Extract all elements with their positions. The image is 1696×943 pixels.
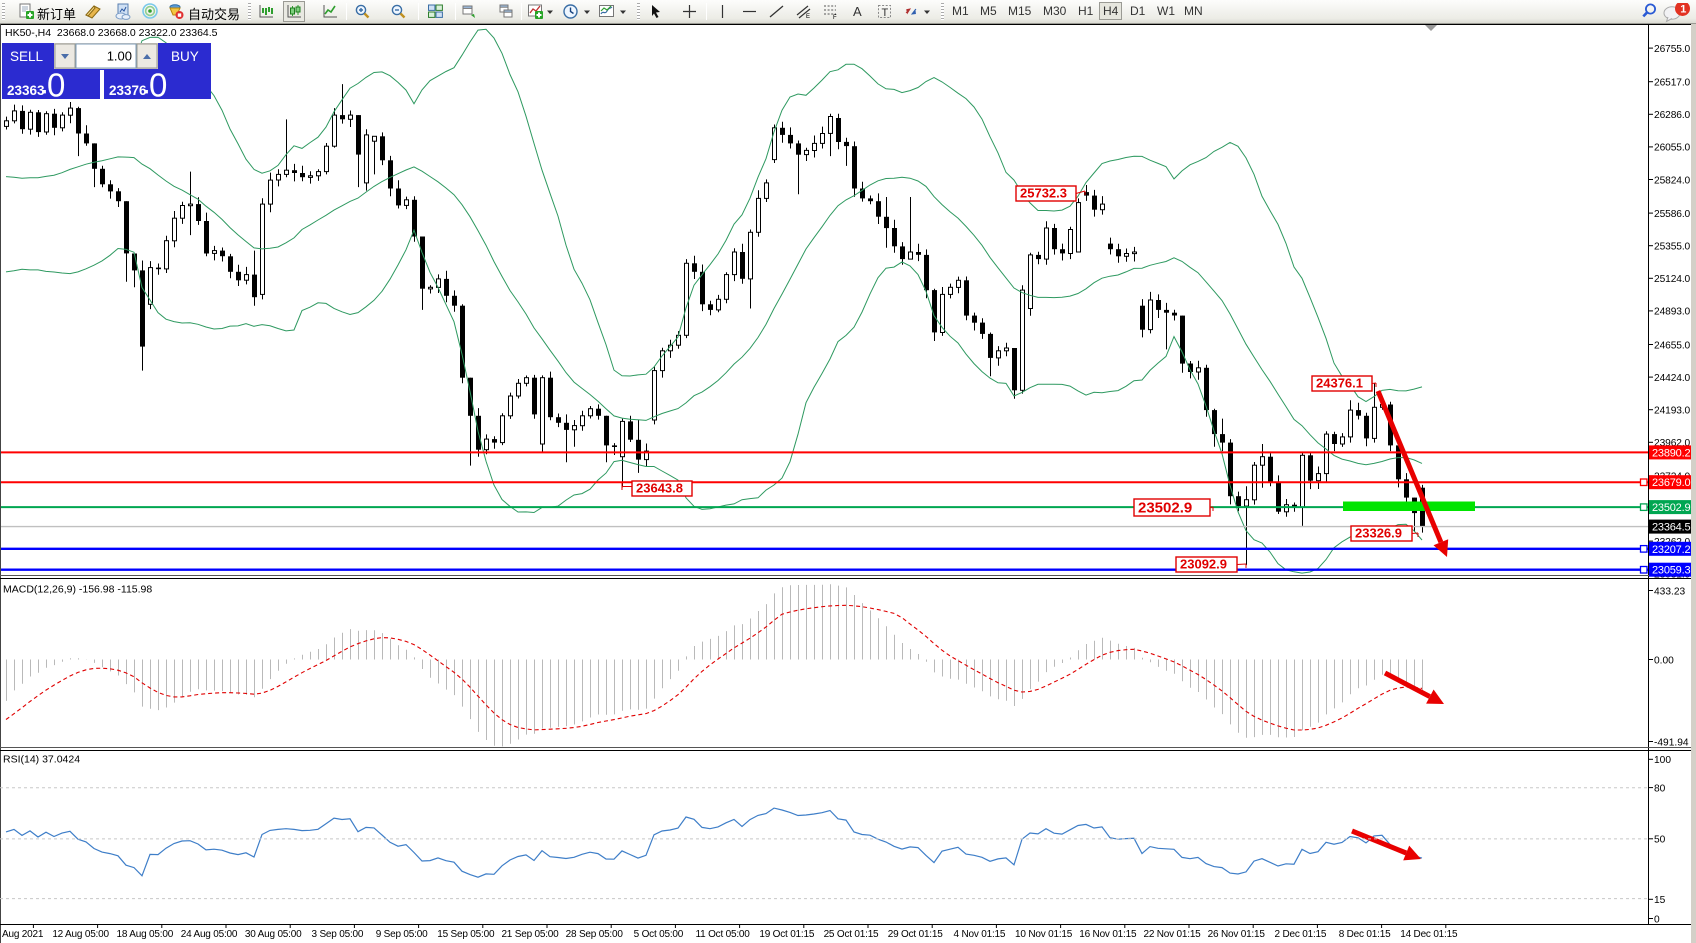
svg-text:E: E [806,14,810,20]
svg-text:0: 0 [1654,914,1660,925]
svg-text:26755.0: 26755.0 [1654,44,1691,55]
svg-text:433.23: 433.23 [1654,586,1685,597]
svg-text:10 Nov 01:15: 10 Nov 01:15 [1015,929,1073,940]
svg-text:14 Dec 01:15: 14 Dec 01:15 [1400,929,1458,940]
svg-text:100: 100 [1654,755,1671,766]
svg-text:24 Aug 05:00: 24 Aug 05:00 [181,929,238,940]
svg-text:25824.0: 25824.0 [1654,175,1691,186]
svg-text:23092.9: 23092.9 [1180,557,1227,572]
svg-text:A: A [853,4,862,19]
svg-text:50: 50 [1654,835,1666,846]
svg-text:23643.8: 23643.8 [636,481,683,496]
svg-text:24376.1: 24376.1 [1316,376,1363,391]
svg-text:25124.0: 25124.0 [1654,274,1691,285]
svg-text:24655.0: 24655.0 [1654,340,1691,351]
svg-text:23207.2: 23207.2 [1652,544,1690,556]
svg-text:25586.0: 25586.0 [1654,209,1691,220]
svg-text:18 Aug 05:00: 18 Aug 05:00 [117,929,174,940]
svg-text:0: 0 [149,67,167,104]
svg-text:5 Oct 05:00: 5 Oct 05:00 [634,929,684,940]
svg-text:28 Sep 05:00: 28 Sep 05:00 [566,929,624,940]
svg-text:11 Oct 05:00: 11 Oct 05:00 [696,929,751,940]
svg-text:25355.0: 25355.0 [1654,242,1691,253]
svg-text:26517.0: 26517.0 [1654,78,1691,89]
svg-text:0.00: 0.00 [1654,655,1674,666]
svg-text:BUY: BUY [171,49,199,64]
svg-text:Aug 2021: Aug 2021 [2,929,44,940]
svg-text:25 Oct 01:15: 25 Oct 01:15 [824,929,879,940]
svg-text:1.00: 1.00 [107,49,132,64]
svg-text:4 Nov 01:15: 4 Nov 01:15 [954,929,1006,940]
svg-text:22 Nov 01:15: 22 Nov 01:15 [1143,929,1201,940]
svg-text:23363: 23363 [7,83,45,98]
svg-text:25732.3: 25732.3 [1020,186,1067,201]
svg-text:29 Oct 01:15: 29 Oct 01:15 [888,929,943,940]
svg-text:23962.0: 23962.0 [1654,438,1691,449]
svg-text:26055.0: 26055.0 [1654,143,1691,154]
svg-text:23326.9: 23326.9 [1355,526,1402,541]
svg-text:23059.3: 23059.3 [1652,565,1690,577]
svg-text:30 Aug 05:00: 30 Aug 05:00 [245,929,302,940]
svg-text:23376: 23376 [109,83,147,98]
svg-text:HK50-,H4 23668.0 23668.0 2332: HK50-,H4 23668.0 23668.0 23322.0 23364.5 [5,27,218,39]
svg-text:T: T [882,7,889,19]
svg-text:15: 15 [1654,895,1666,906]
svg-text:SELL: SELL [10,49,44,64]
svg-text:26 Nov 01:15: 26 Nov 01:15 [1208,929,1266,940]
svg-text:23890.2: 23890.2 [1652,447,1690,459]
svg-text:1: 1 [1680,4,1686,16]
svg-text:RSI(14) 37.0424: RSI(14) 37.0424 [3,754,80,766]
svg-text:0: 0 [47,67,65,104]
svg-text:16 Nov 01:15: 16 Nov 01:15 [1079,929,1137,940]
svg-text:80: 80 [1654,783,1666,794]
svg-text:3 Sep 05:00: 3 Sep 05:00 [312,929,364,940]
svg-text:24893.0: 24893.0 [1654,307,1691,318]
svg-text:21 Sep 05:00: 21 Sep 05:00 [501,929,559,940]
svg-text:24424.0: 24424.0 [1654,373,1691,384]
svg-text:MACD(12,26,9) -156.98 -115.98: MACD(12,26,9) -156.98 -115.98 [3,584,152,596]
svg-text:19 Oct 01:15: 19 Oct 01:15 [759,929,814,940]
svg-text:23502.9: 23502.9 [1138,500,1192,517]
svg-text:2 Dec 01:15: 2 Dec 01:15 [1275,929,1327,940]
svg-text:23502.9: 23502.9 [1652,502,1690,514]
svg-text:24193.0: 24193.0 [1654,406,1691,417]
svg-text:23679.0: 23679.0 [1652,477,1690,489]
svg-text:12 Aug 05:00: 12 Aug 05:00 [52,929,109,940]
svg-text:15 Sep 05:00: 15 Sep 05:00 [437,929,495,940]
svg-text:-491.94: -491.94 [1654,737,1689,748]
svg-text:23364.5: 23364.5 [1652,522,1690,534]
svg-text:F: F [833,15,837,20]
svg-text:9 Sep 05:00: 9 Sep 05:00 [376,929,428,940]
svg-text:26286.0: 26286.0 [1654,110,1691,121]
svg-text:8 Dec 01:15: 8 Dec 01:15 [1339,929,1391,940]
